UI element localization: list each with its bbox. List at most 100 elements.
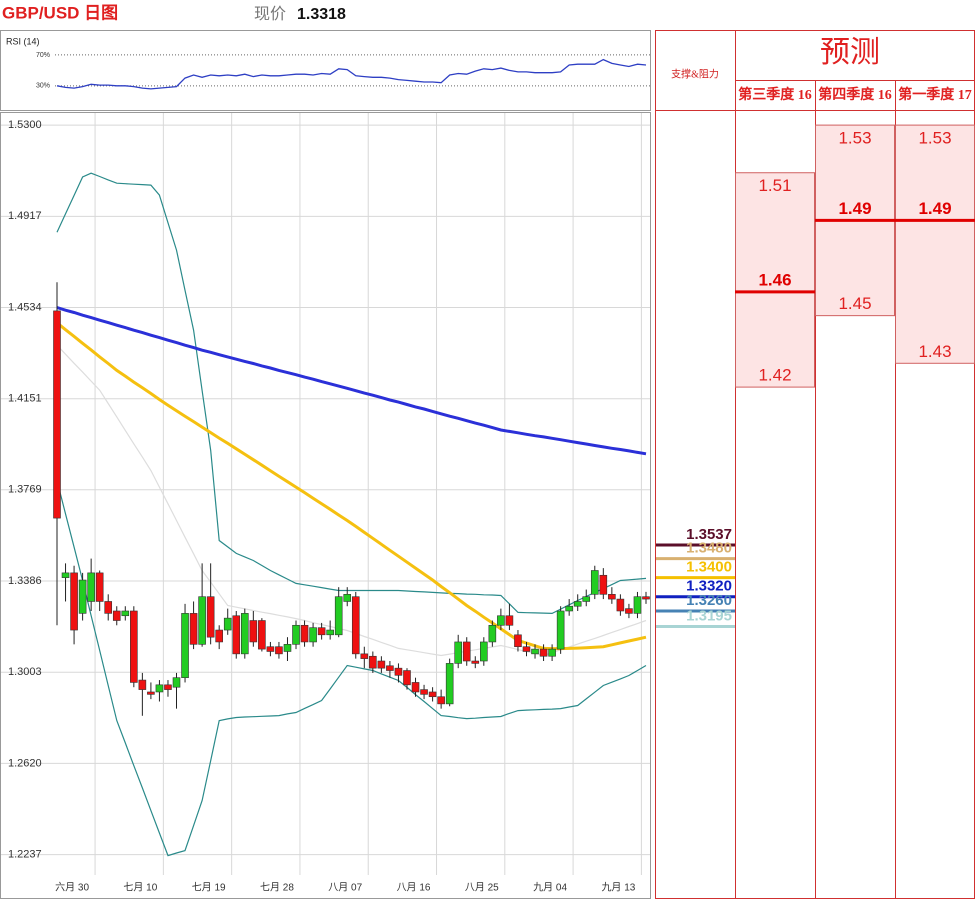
candle-body xyxy=(548,648,556,657)
candle-body xyxy=(386,665,394,671)
level-label: 1.3480 xyxy=(686,540,732,557)
rsi-tick-label: 30% xyxy=(36,83,50,90)
price-label: 现价 xyxy=(254,6,286,23)
candle-body xyxy=(104,601,113,614)
main-frame xyxy=(0,112,651,899)
candle-body xyxy=(403,670,411,686)
rsi-tick-label: 70% xyxy=(36,52,50,59)
indicator-line xyxy=(56,344,647,657)
candle-body xyxy=(462,641,471,662)
y-tick-label: 1.2237 xyxy=(8,849,42,861)
candle-body xyxy=(215,629,223,643)
forecast-column-label: 第三季度 16 xyxy=(738,86,812,103)
y-tick-label: 1.4534 xyxy=(8,301,42,313)
candle-body xyxy=(223,617,232,631)
candle-body xyxy=(240,613,249,655)
indicator-line xyxy=(56,321,647,651)
current-price: 1.3318 xyxy=(297,6,346,23)
pair-title: GBP/USD 日图 xyxy=(2,3,118,22)
candle-body xyxy=(300,624,309,643)
candle-body xyxy=(172,677,181,688)
forecast-low-label: 1.45 xyxy=(838,294,871,313)
levels-title: 支撑&阻力 xyxy=(671,67,719,80)
candle-body xyxy=(53,310,61,519)
x-tick-label: 七月 19 xyxy=(192,882,226,894)
candle-body xyxy=(334,596,343,636)
candle-body xyxy=(138,679,147,690)
forecast-mid-label: 1.49 xyxy=(838,199,871,218)
candle-body xyxy=(112,610,121,621)
forecast-low-label: 1.43 xyxy=(918,342,951,361)
candle-body xyxy=(206,596,215,638)
candle-body xyxy=(121,610,130,617)
candle-body xyxy=(642,596,650,600)
candle-body xyxy=(573,601,582,607)
candle-body xyxy=(471,660,480,664)
candle-body xyxy=(480,641,488,662)
y-tick-label: 1.4917 xyxy=(8,210,42,222)
x-tick-label: 九月 13 xyxy=(601,882,635,894)
candle-body xyxy=(582,596,591,602)
forecast-mid-label: 1.49 xyxy=(918,199,951,218)
x-tick-label: 八月 16 xyxy=(397,882,431,894)
candle-body xyxy=(539,648,548,657)
candle-body xyxy=(522,646,531,652)
level-label: 1.3260 xyxy=(686,592,732,609)
candle-body xyxy=(164,684,172,690)
forecast-title: 预测 xyxy=(820,36,880,69)
y-tick-label: 1.2620 xyxy=(8,757,42,769)
candle-body xyxy=(78,579,87,614)
candle-body xyxy=(87,572,95,602)
candle-body xyxy=(155,684,164,693)
candle-body xyxy=(556,610,565,650)
x-tick-label: 七月 10 xyxy=(123,882,157,894)
candle-body xyxy=(309,627,317,643)
y-tick-label: 1.3386 xyxy=(8,575,42,587)
candle-body xyxy=(198,596,206,645)
rsi-frame xyxy=(0,30,651,111)
candle-body xyxy=(249,620,258,643)
candle-body xyxy=(488,624,497,643)
candle-body xyxy=(189,613,198,645)
candle-body xyxy=(633,596,642,614)
candle-body xyxy=(454,641,463,664)
x-tick-label: 八月 25 xyxy=(465,882,499,894)
candle-body xyxy=(266,646,275,652)
candle-body xyxy=(377,660,386,669)
y-tick-label: 1.3769 xyxy=(8,484,42,496)
candle-body xyxy=(394,667,403,676)
forecast-high-label: 1.51 xyxy=(758,176,791,195)
forecast-column-label: 第四季度 16 xyxy=(818,86,892,103)
candle-body xyxy=(531,648,539,655)
candle-body xyxy=(283,644,292,652)
forecast-high-label: 1.53 xyxy=(918,129,951,148)
candle-body xyxy=(497,615,505,626)
x-tick-label: 六月 30 xyxy=(55,882,89,894)
candle-body xyxy=(70,572,78,631)
candle-body xyxy=(514,634,522,648)
indicator-line xyxy=(56,480,647,857)
level-label: 1.3537 xyxy=(686,526,732,543)
candle-body xyxy=(343,594,352,602)
candle-body xyxy=(445,663,454,705)
y-tick-label: 1.5300 xyxy=(8,119,42,131)
candle-body xyxy=(590,570,599,595)
candle-body xyxy=(369,655,377,669)
indicator-line xyxy=(56,306,647,456)
forecast-low-label: 1.42 xyxy=(758,366,791,385)
candle-body xyxy=(317,627,326,636)
x-tick-label: 九月 04 xyxy=(533,882,567,894)
candle-body xyxy=(360,653,369,659)
candle-body xyxy=(232,615,241,655)
candle-body xyxy=(181,613,189,678)
candle-body xyxy=(411,682,420,693)
candle-body xyxy=(505,615,514,626)
candle-body xyxy=(292,624,300,645)
indicator-line xyxy=(56,172,647,615)
level-label: 1.3195 xyxy=(686,607,732,624)
candle-body xyxy=(608,594,616,600)
candle-body xyxy=(616,598,625,612)
